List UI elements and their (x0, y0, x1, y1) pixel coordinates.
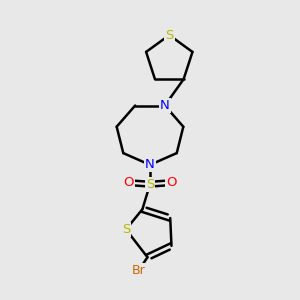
Text: N: N (160, 99, 170, 112)
Text: Br: Br (132, 264, 145, 277)
Text: S: S (122, 223, 130, 236)
Text: O: O (166, 176, 177, 189)
Text: S: S (165, 28, 173, 42)
Text: S: S (146, 178, 154, 191)
Text: N: N (145, 158, 155, 171)
Text: O: O (123, 176, 134, 189)
